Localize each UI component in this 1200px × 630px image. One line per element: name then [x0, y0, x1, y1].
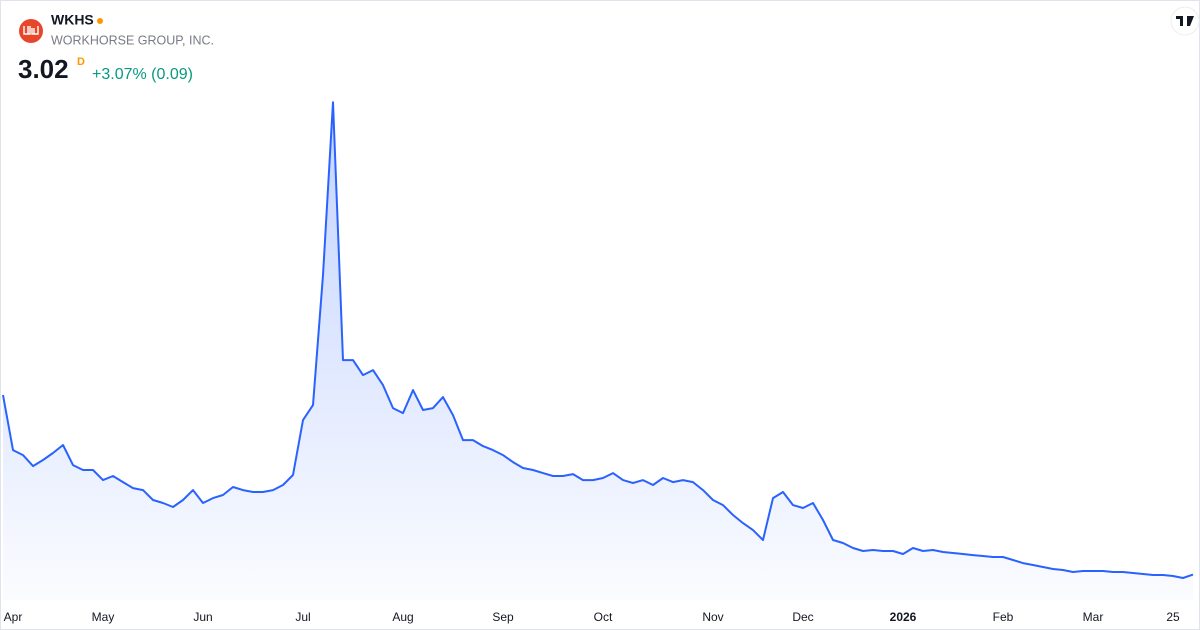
x-tick-label: Jul: [295, 610, 310, 624]
x-tick-label: May: [92, 610, 115, 624]
symbol-logo: [19, 19, 43, 43]
market-status-dot: [97, 18, 103, 24]
price: 3.02: [18, 54, 69, 84]
x-tick-label: 25: [1166, 610, 1180, 624]
x-tick-label: Sep: [492, 610, 514, 624]
x-tick-label: Oct: [594, 610, 613, 624]
x-tick-label: Dec: [792, 610, 813, 624]
x-tick-label: 2026: [890, 610, 917, 624]
area-fill: [3, 102, 1193, 600]
interval: D: [77, 56, 85, 68]
x-tick-label: Mar: [1083, 610, 1104, 624]
price-change: +3.07% (0.09): [92, 66, 193, 83]
x-tick-label: Nov: [702, 610, 723, 624]
price-line: [2, 101, 1194, 579]
x-tick-label: Aug: [392, 610, 413, 624]
x-tick-label: Feb: [993, 610, 1014, 624]
x-tick-label: Apr: [4, 610, 23, 624]
plot-area: Apr May Jun Jul Aug Sep Oct Nov Dec 2026 Feb Mar 25: [2, 101, 1194, 624]
company-name: WORKHORSE GROUP, INC.: [51, 33, 214, 47]
tradingview-logo[interactable]: [1170, 6, 1200, 36]
symbol: WKHS: [51, 12, 94, 28]
x-tick-label: Jun: [193, 610, 212, 624]
